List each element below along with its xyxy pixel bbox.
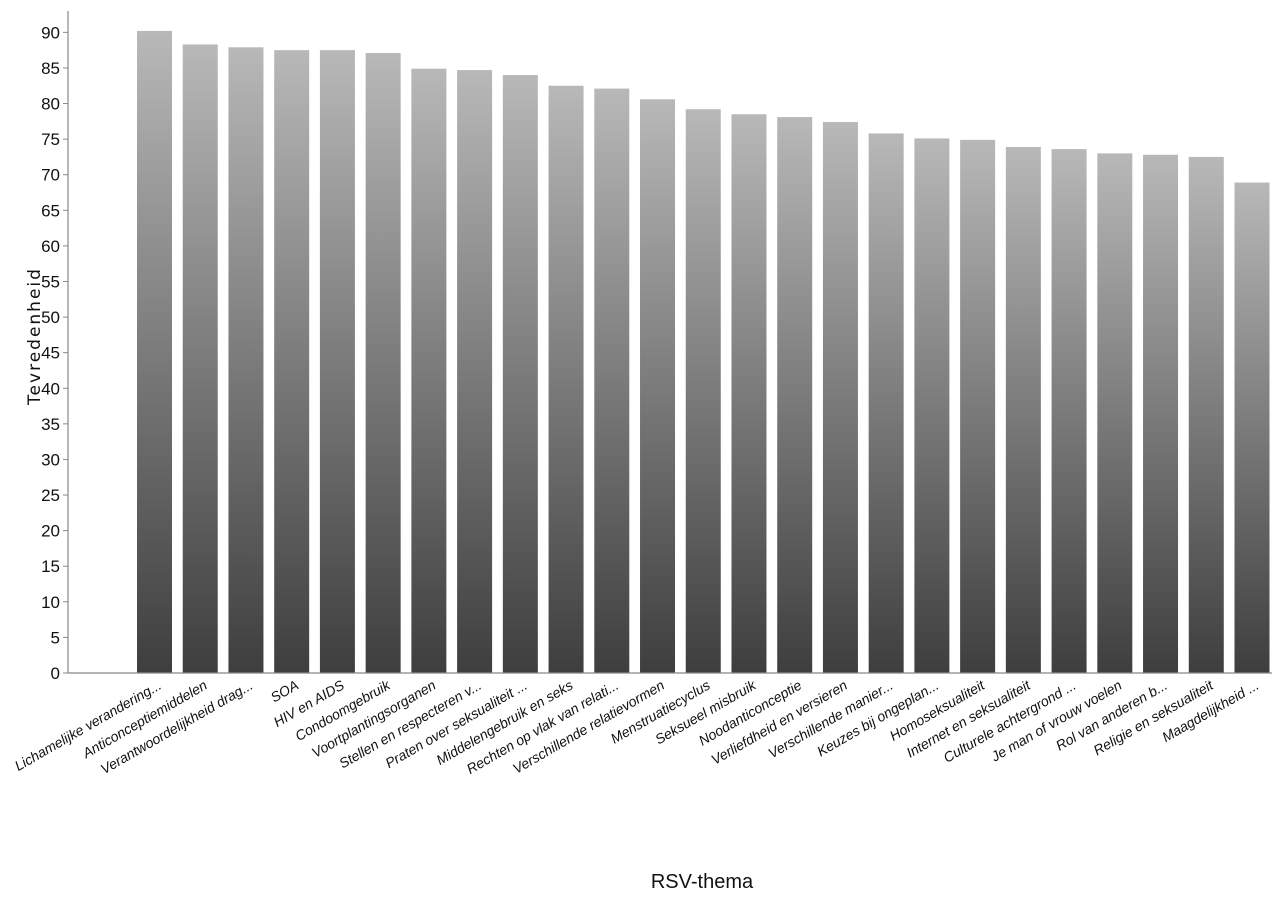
y-tick-label: 5 bbox=[51, 628, 60, 647]
bar bbox=[1188, 156, 1224, 673]
y-tick-label: 20 bbox=[41, 522, 60, 541]
bar bbox=[960, 139, 996, 673]
bar bbox=[777, 117, 813, 673]
y-tick-label: 80 bbox=[41, 95, 60, 114]
bar bbox=[1051, 149, 1087, 674]
y-tick-label: 50 bbox=[41, 308, 60, 327]
bar bbox=[319, 50, 355, 674]
bar bbox=[822, 122, 858, 673]
bar bbox=[914, 138, 950, 673]
bar bbox=[411, 68, 447, 673]
y-tick-label: 85 bbox=[41, 59, 60, 78]
y-tick-label: 10 bbox=[41, 593, 60, 612]
y-tick-label: 30 bbox=[41, 450, 60, 469]
y-tick-label: 25 bbox=[41, 486, 60, 505]
bar bbox=[182, 44, 218, 673]
y-axis-title: Tevredenheid bbox=[25, 267, 45, 406]
x-axis-title: RSV-thema bbox=[651, 871, 754, 893]
y-tick-label: 75 bbox=[41, 130, 60, 149]
bar bbox=[457, 70, 493, 673]
y-tick-label: 55 bbox=[41, 272, 60, 291]
bar bbox=[274, 50, 310, 674]
y-tick-label: 60 bbox=[41, 237, 60, 256]
y-tick-label: 45 bbox=[41, 344, 60, 363]
x-axis: Lichamelijke verandering...Anticonceptie… bbox=[12, 672, 1272, 777]
bar bbox=[640, 99, 676, 674]
y-tick-label: 70 bbox=[41, 166, 60, 185]
bar bbox=[868, 133, 904, 674]
y-tick-label: 40 bbox=[41, 379, 60, 398]
y-axis: 0 5 10 15 20 25 30 35 40 45 50 55 60 65 70 75 80 85 90 bbox=[41, 11, 69, 683]
bar bbox=[594, 88, 630, 674]
bar bbox=[365, 52, 401, 673]
bar bbox=[137, 30, 172, 674]
bar bbox=[1234, 182, 1270, 673]
bar bbox=[685, 109, 721, 674]
bar bbox=[548, 85, 584, 673]
y-tick-label: 15 bbox=[41, 557, 60, 576]
bar bbox=[502, 75, 538, 673]
bar bbox=[228, 47, 264, 674]
y-tick-label: 35 bbox=[41, 415, 60, 434]
y-tick-label: 0 bbox=[51, 664, 60, 683]
bar bbox=[1097, 153, 1133, 673]
bar bbox=[1005, 146, 1041, 674]
bar bbox=[731, 114, 767, 673]
y-tick-label: 65 bbox=[41, 201, 60, 220]
bars bbox=[137, 30, 1270, 674]
bar bbox=[1143, 154, 1179, 673]
y-tick-label: 90 bbox=[41, 23, 60, 42]
